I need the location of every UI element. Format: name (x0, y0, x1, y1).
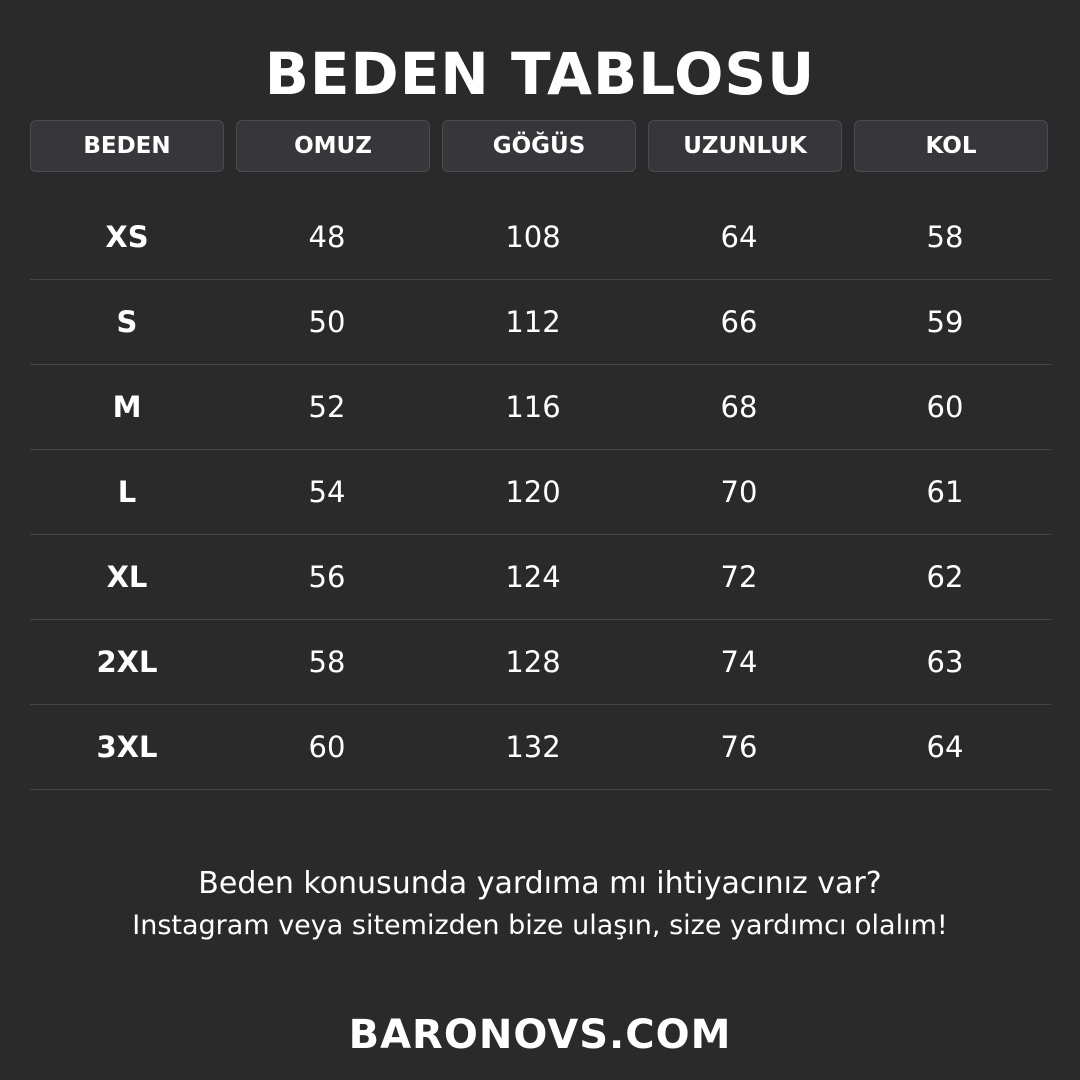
measurement-cell: 58 (926, 220, 964, 254)
size-table: XS 48 108 64 58 S 50 112 66 59 M 52 116 68 60 L 54 120 70 6… (30, 195, 1051, 790)
size-label: S (116, 305, 138, 339)
measurement-cell: 64 (926, 730, 964, 764)
size-label: M (112, 390, 142, 424)
measurement-cell: 76 (720, 730, 758, 764)
measurement-cell: 61 (926, 475, 964, 509)
size-label: XL (106, 560, 148, 594)
help-text: Beden konusunda yardıma mı ihtiyacınız v… (198, 866, 882, 901)
size-label: 2XL (96, 645, 158, 679)
measurement-cell: 60 (308, 730, 346, 764)
column-header: OMUZ (236, 120, 430, 172)
measurement-cell: 124 (505, 560, 561, 594)
measurement-cell: 116 (505, 390, 561, 424)
measurement-cell: 59 (926, 305, 964, 339)
table-row: S 50 112 66 59 (30, 280, 1051, 365)
column-header: KOL (854, 120, 1048, 172)
measurement-cell: 52 (308, 390, 346, 424)
website-link[interactable]: BARONOVS.COM (348, 1012, 732, 1058)
measurement-cell: 64 (720, 220, 758, 254)
measurement-cell: 68 (720, 390, 758, 424)
measurement-cell: 72 (720, 560, 758, 594)
measurement-cell: 62 (926, 560, 964, 594)
measurement-cell: 56 (308, 560, 346, 594)
measurement-cell: 54 (308, 475, 346, 509)
size-label: XS (105, 220, 149, 254)
measurement-cell: 74 (720, 645, 758, 679)
measurement-cell: 70 (720, 475, 758, 509)
size-label: 3XL (96, 730, 158, 764)
table-row: XL 56 124 72 62 (30, 535, 1051, 620)
measurement-cell: 66 (720, 305, 758, 339)
table-row: M 52 116 68 60 (30, 365, 1051, 450)
measurement-cell: 63 (926, 645, 964, 679)
table-row: XS 48 108 64 58 (30, 195, 1051, 280)
table-row: 3XL 60 132 76 64 (30, 705, 1051, 790)
size-label: L (117, 475, 137, 509)
measurement-cell: 108 (505, 220, 561, 254)
page-title: BEDEN TABLOSU (264, 40, 816, 108)
measurement-cell: 58 (308, 645, 346, 679)
table-row: L 54 120 70 61 (30, 450, 1051, 535)
table-row: 2XL 58 128 74 63 (30, 620, 1051, 705)
measurement-cell: 112 (505, 305, 561, 339)
measurement-cell: 50 (308, 305, 346, 339)
column-header: BEDEN (30, 120, 224, 172)
measurement-cell: 132 (505, 730, 561, 764)
column-header: UZUNLUK (648, 120, 842, 172)
measurement-cell: 128 (505, 645, 561, 679)
measurement-cell: 120 (505, 475, 561, 509)
measurement-cell: 60 (926, 390, 964, 424)
help-subtext: Instagram veya sitemizden bize ulaşın, s… (132, 910, 948, 941)
measurement-cell: 48 (308, 220, 346, 254)
table-header: BEDEN OMUZ GÖĞÜS UZUNLUK KOL (30, 120, 1048, 172)
column-header: GÖĞÜS (442, 120, 636, 172)
